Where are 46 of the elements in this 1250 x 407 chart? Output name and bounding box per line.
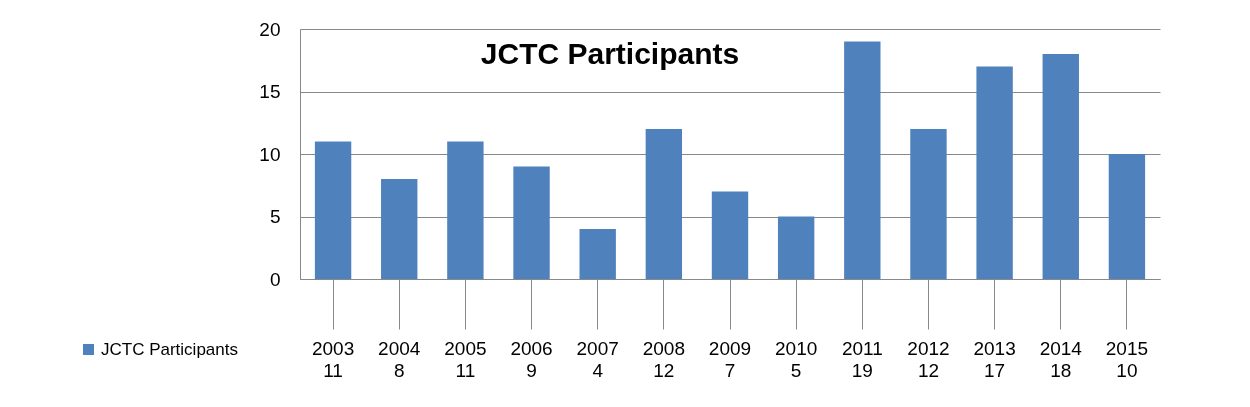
bar — [844, 41, 881, 279]
data-label: 17 — [984, 360, 1006, 381]
x-tick-label: 2005 — [444, 337, 487, 359]
data-label: 10 — [1116, 360, 1138, 381]
data-label: 9 — [526, 360, 537, 381]
y-tick-label: 20 — [259, 18, 281, 40]
x-tick-label: 2004 — [378, 337, 421, 359]
data-label: 12 — [917, 360, 940, 381]
bar — [314, 141, 352, 279]
data-label: 18 — [1050, 360, 1072, 381]
x-tick-label: 2003 — [311, 337, 355, 359]
bar — [447, 141, 484, 279]
x-tick-label: 2009 — [708, 337, 752, 359]
x-tick-label: 2012 — [907, 337, 950, 359]
x-tick-label: 2010 — [775, 337, 818, 359]
bar — [777, 216, 815, 279]
x-tick-label: 2011 — [841, 337, 883, 359]
bar — [976, 66, 1013, 279]
legend-label: JCTC Participants — [101, 339, 238, 359]
data-label: 7 — [724, 360, 736, 381]
y-tick-label: 5 — [269, 206, 281, 227]
data-label: 4 — [592, 360, 604, 381]
x-tick-label: 2014 — [1039, 337, 1083, 359]
y-tick-label: 10 — [259, 143, 281, 165]
data-label: 11 — [455, 360, 476, 381]
x-tick-label: 2015 — [1105, 337, 1149, 359]
data-label: 12 — [653, 360, 675, 381]
bar — [910, 129, 947, 279]
bar — [1042, 54, 1079, 279]
chart-title: JCTC Participants — [480, 37, 740, 70]
bar — [711, 191, 749, 279]
data-label: 19 — [851, 360, 873, 381]
x-tick-label: 2006 — [510, 337, 553, 359]
x-tick-label: 2013 — [973, 337, 1016, 359]
bar — [381, 179, 418, 279]
y-tick-label: 0 — [269, 268, 281, 290]
x-tick-label: 2008 — [642, 337, 685, 359]
bar — [645, 129, 683, 279]
data-label: 11 — [323, 360, 343, 381]
bar — [1108, 154, 1146, 279]
data-label: 5 — [790, 360, 802, 381]
x-tick-label: 2007 — [576, 337, 619, 359]
bar — [579, 229, 616, 279]
y-tick-label: 15 — [259, 81, 281, 102]
bar — [513, 166, 550, 279]
data-label: 8 — [393, 360, 405, 381]
